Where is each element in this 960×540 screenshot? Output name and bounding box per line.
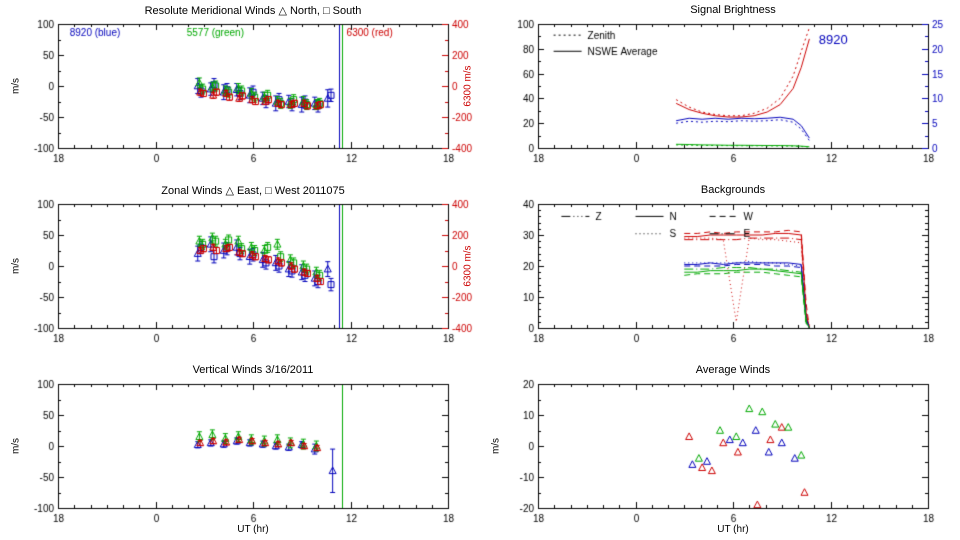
panel-zonal-winds: Zonal Winds △ East, □ West 2011075 m/s 6… xyxy=(0,180,480,360)
x-axis-label: UT (hr) xyxy=(717,524,749,535)
panel-backgrounds: Backgrounds xyxy=(480,180,960,360)
panel-meridional-winds: Resolute Meridional Winds △ North, □ Sou… xyxy=(0,0,480,180)
zonal-winds-chart-canvas xyxy=(0,180,480,360)
panel-signal-brightness: Signal Brightness xyxy=(480,0,960,180)
x-axis-label: UT (hr) xyxy=(237,524,269,535)
y-axis-label: m/s xyxy=(10,437,22,455)
panel-title: Signal Brightness xyxy=(690,4,776,16)
signal-brightness-chart-canvas xyxy=(480,0,960,180)
panel-average-winds: Average Winds m/s UT (hr) xyxy=(480,360,960,540)
panel-title: Backgrounds xyxy=(700,184,766,196)
right-y-axis-label: 6300 m/s xyxy=(462,245,474,287)
vertical-winds-chart-canvas xyxy=(0,360,480,540)
y-axis-label: m/s xyxy=(10,257,22,275)
panel-title: Vertical Winds 3/16/2011 xyxy=(192,364,314,376)
right-y-axis-label: 6300 m/s xyxy=(462,65,474,107)
panel-title: Average Winds xyxy=(695,364,771,376)
y-axis-label: m/s xyxy=(490,437,502,455)
y-axis-label: m/s xyxy=(10,77,22,95)
backgrounds-chart-canvas xyxy=(480,180,960,360)
panel-title: Resolute Meridional Winds △ North, □ Sou… xyxy=(144,5,362,17)
average-winds-chart-canvas xyxy=(480,360,960,540)
meridional-winds-chart-canvas xyxy=(0,0,480,180)
panel-title: Zonal Winds △ East, □ West 2011075 xyxy=(161,185,345,197)
panel-vertical-winds: Vertical Winds 3/16/2011 m/s UT (hr) xyxy=(0,360,480,540)
